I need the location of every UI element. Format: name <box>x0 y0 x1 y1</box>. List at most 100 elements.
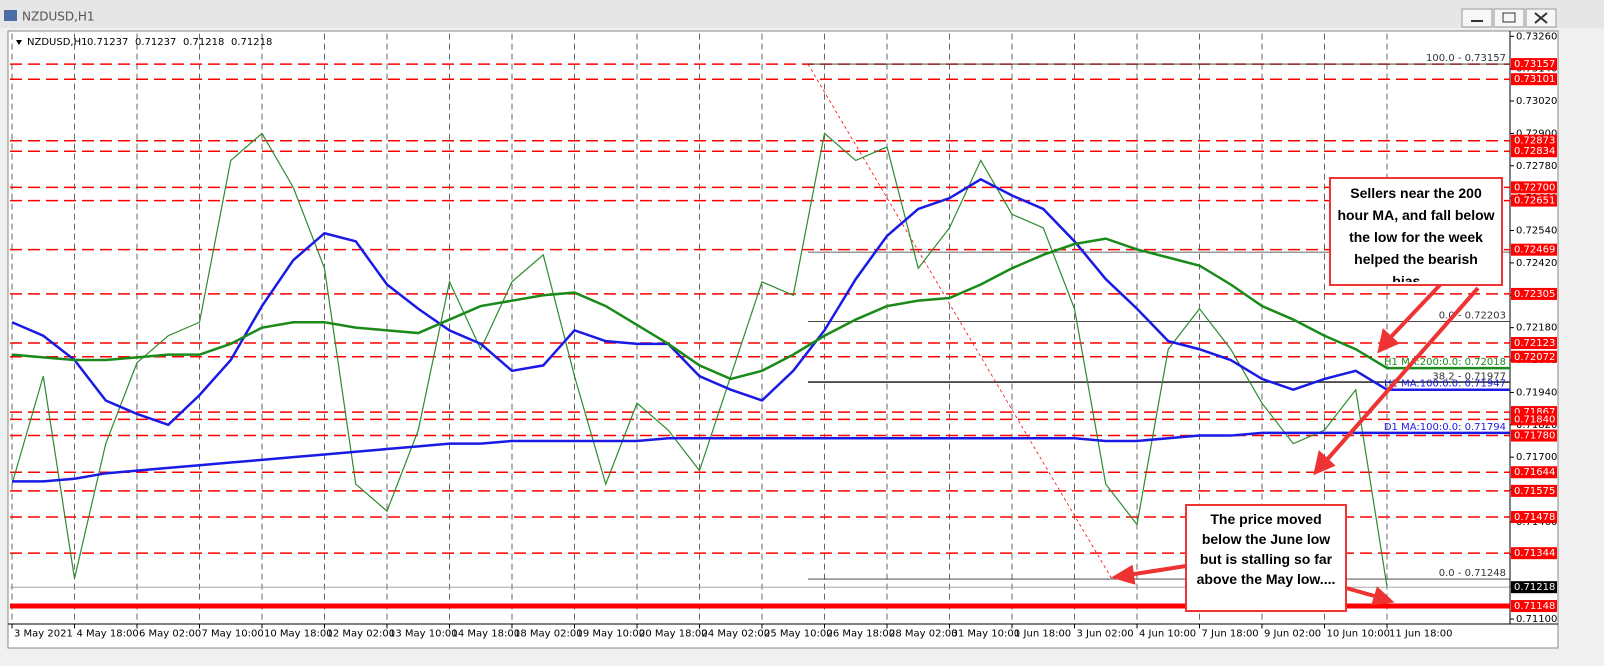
moving-average <box>12 431 1387 483</box>
minimize-button[interactable] <box>1461 8 1493 28</box>
x-tick-label: 9 Jun 02:00 <box>1264 628 1321 639</box>
price-line <box>11 132 1388 587</box>
y-tick-label: 0.71940 <box>1516 387 1557 398</box>
level-label-bg <box>1511 429 1557 442</box>
level-label-bg <box>1511 287 1557 300</box>
level-label: 0.73101 <box>1514 74 1555 85</box>
x-tick-label: 28 May 02:00 <box>889 628 958 639</box>
y-tick-label: 0.72180 <box>1516 323 1557 334</box>
level-label-bg <box>1511 511 1557 524</box>
level-label-bg <box>1511 547 1557 560</box>
y-tick-label: 0.71100 <box>1516 614 1557 625</box>
level-label-bg <box>1511 243 1557 256</box>
ohlc-high: 0.71237 <box>135 37 176 48</box>
level-label: 0.72700 <box>1514 182 1555 193</box>
annotation: Sellers near the 200 hour MA, and fall b… <box>1337 185 1495 282</box>
x-tick-label: 19 May 10:00 <box>577 628 646 639</box>
window-icon <box>4 10 17 21</box>
level-label: 0.71644 <box>1514 467 1555 478</box>
fib-label: 0.0 - 0.71248 <box>1439 568 1506 579</box>
annotation: The price moved below the June low but i… <box>1197 511 1336 587</box>
x-tick-label: 4 Jun 10:00 <box>1139 628 1196 639</box>
level-label-bg <box>1511 134 1557 147</box>
x-tick-label: 25 May 10:00 <box>764 628 833 639</box>
level-label: 0.71344 <box>1514 548 1555 559</box>
level-label: 0.71478 <box>1514 512 1555 523</box>
moving-average <box>11 237 1388 381</box>
level-label-bg <box>1511 350 1557 363</box>
fib-label: 38.2 - 0.71977 <box>1432 371 1506 382</box>
grid <box>11 33 1514 629</box>
arrowhead <box>1371 586 1395 606</box>
marks <box>10 63 1510 609</box>
x-tick-label: 3 May 2021 <box>14 628 73 639</box>
level-label-bg <box>1511 600 1557 613</box>
level-label: 0.71780 <box>1514 431 1555 442</box>
annotation-box <box>1185 504 1347 612</box>
x-tick-label: 6 May 02:00 <box>139 628 201 639</box>
level-label-bg <box>1511 58 1557 71</box>
level-label: 0.72072 <box>1514 352 1555 363</box>
y-tick-label: 0.72540 <box>1516 226 1557 237</box>
x-tick-label: 12 May 02:00 <box>327 628 396 639</box>
annotation-arrows <box>1111 283 1480 606</box>
fib-label: 100.0 - 0.73157 <box>1426 53 1506 64</box>
level-label-bg <box>1511 181 1557 194</box>
symbol-label: NZDUSD,H1 <box>27 37 87 48</box>
level-label-bg <box>1511 337 1557 350</box>
level-label: 0.72123 <box>1514 338 1555 349</box>
x-tick-label: 11 Jun 18:00 <box>1389 628 1453 639</box>
arrowhead <box>1111 564 1136 585</box>
x-tick-label: 24 May 02:00 <box>702 628 771 639</box>
x-tick-label: 7 May 10:00 <box>202 628 264 639</box>
level-label: 0.72873 <box>1514 136 1555 147</box>
x-tick-label: 4 May 18:00 <box>77 628 139 639</box>
level-label-bg <box>1511 413 1557 426</box>
window-title: NZDUSD,H1 <box>22 10 95 24</box>
x-tick-label: 14 May 18:00 <box>452 628 521 639</box>
x-tick-label: 10 Jun 10:00 <box>1327 628 1391 639</box>
y-tick-label: 0.72780 <box>1516 161 1557 172</box>
level-label: 0.71840 <box>1514 414 1555 425</box>
maximize-button[interactable] <box>1493 8 1525 28</box>
level-label: 0.72651 <box>1514 196 1555 207</box>
y-tick-label: 0.73020 <box>1516 96 1557 107</box>
level-label: 0.73157 <box>1514 59 1555 70</box>
level-label: 0.71575 <box>1514 486 1555 497</box>
level-label-bg <box>1511 194 1557 207</box>
annotation-box <box>1329 177 1503 286</box>
arrow <box>1127 564 1187 577</box>
arrowhead <box>1313 450 1336 476</box>
annotation-text: Sellers near the 200 hour MA, and fall b… <box>1337 185 1495 282</box>
level-label-bg <box>1511 484 1557 497</box>
y-tick-label: 0.72900 <box>1516 128 1557 139</box>
ohlc-low: 0.71218 <box>183 37 224 48</box>
level-label-bg <box>1511 145 1557 158</box>
arrowhead <box>1377 328 1400 354</box>
x-tick-label: 20 May 18:00 <box>639 628 708 639</box>
icon <box>1502 12 1516 23</box>
level-label: 0.72305 <box>1514 289 1555 300</box>
moving-average <box>11 177 1388 427</box>
x-tick-label: 26 May 18:00 <box>827 628 896 639</box>
arrow <box>1323 286 1480 464</box>
last-price-label: 0.71218 <box>1514 582 1555 593</box>
fib-trend <box>807 63 1113 580</box>
x-tick-label: 10 May 18:00 <box>264 628 333 639</box>
x-tick-label: 13 May 10:00 <box>389 628 458 639</box>
last-price-bg <box>1511 581 1557 594</box>
x-tick-label: 1 Jun 18:00 <box>1014 628 1071 639</box>
y-tick-label: 0.71700 <box>1516 452 1557 463</box>
level-label-bg <box>1511 73 1557 86</box>
x-tick-label: 3 Jun 02:00 <box>1077 628 1134 639</box>
legend-label: H1 MA:100:0.0: 0.71947 <box>1384 379 1506 390</box>
level-label-bg <box>1511 466 1557 479</box>
ohlc-open: 0.71237 <box>87 37 128 48</box>
fib-label: 0.0 - 0.72203 <box>1439 310 1506 321</box>
legend-label: H1 MA:200:0.0: 0.72018 <box>1384 357 1506 368</box>
arrow <box>1345 586 1379 599</box>
labels: 0.711000.712200.713400.714600.715800.717… <box>14 31 1557 639</box>
title-bar <box>0 0 1604 28</box>
